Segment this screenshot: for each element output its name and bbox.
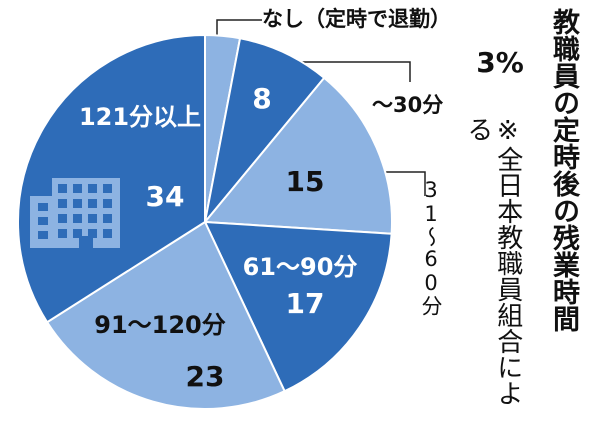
source-note: ※全日本教職員組合による bbox=[462, 116, 523, 406]
icon-window bbox=[73, 184, 82, 193]
pie-slice bbox=[204, 37, 326, 223]
pie bbox=[17, 33, 393, 410]
category-label: 61〜90分 bbox=[243, 253, 358, 281]
icon-window bbox=[103, 214, 112, 223]
icon-window bbox=[58, 229, 67, 238]
icon-window bbox=[73, 229, 82, 238]
pie-slice bbox=[45, 220, 286, 410]
pie-slice bbox=[202, 76, 393, 235]
icon-window bbox=[88, 214, 97, 223]
category-label: 31〜60分 bbox=[419, 178, 443, 316]
icon-window bbox=[38, 203, 48, 211]
value-label: 8 bbox=[252, 82, 271, 115]
icon-window bbox=[103, 229, 112, 238]
icon-door bbox=[79, 236, 93, 248]
leader-line bbox=[288, 61, 411, 82]
icon-window bbox=[38, 231, 48, 239]
icon-window bbox=[58, 184, 67, 193]
pie-slice bbox=[203, 220, 393, 393]
value-label: 23 bbox=[186, 360, 225, 393]
value-label: 3% bbox=[476, 46, 524, 79]
value-label: 15 bbox=[286, 165, 325, 198]
icon-window bbox=[103, 199, 112, 208]
value-label: 34 bbox=[146, 180, 185, 213]
category-label: 91〜120分 bbox=[94, 311, 226, 339]
icon-window bbox=[88, 184, 97, 193]
category-label: 121分以上 bbox=[79, 103, 201, 131]
icon-window bbox=[103, 184, 112, 193]
value-label: 17 bbox=[286, 287, 325, 320]
category-label: 〜30分 bbox=[372, 93, 443, 117]
icon-window bbox=[73, 199, 82, 208]
building-icon bbox=[30, 178, 120, 248]
icon-window bbox=[88, 229, 97, 238]
icon-window bbox=[58, 199, 67, 208]
icon-window bbox=[88, 199, 97, 208]
leader-lines bbox=[216, 19, 426, 196]
category-label: なし（定時で退勤） bbox=[262, 7, 451, 31]
icon-window bbox=[73, 214, 82, 223]
chart-title: 教職員の定時後の残業時間 bbox=[548, 8, 580, 332]
icon-window bbox=[38, 217, 48, 225]
leader-line bbox=[378, 171, 426, 196]
icon-window bbox=[58, 214, 67, 223]
leader-line bbox=[216, 19, 262, 40]
